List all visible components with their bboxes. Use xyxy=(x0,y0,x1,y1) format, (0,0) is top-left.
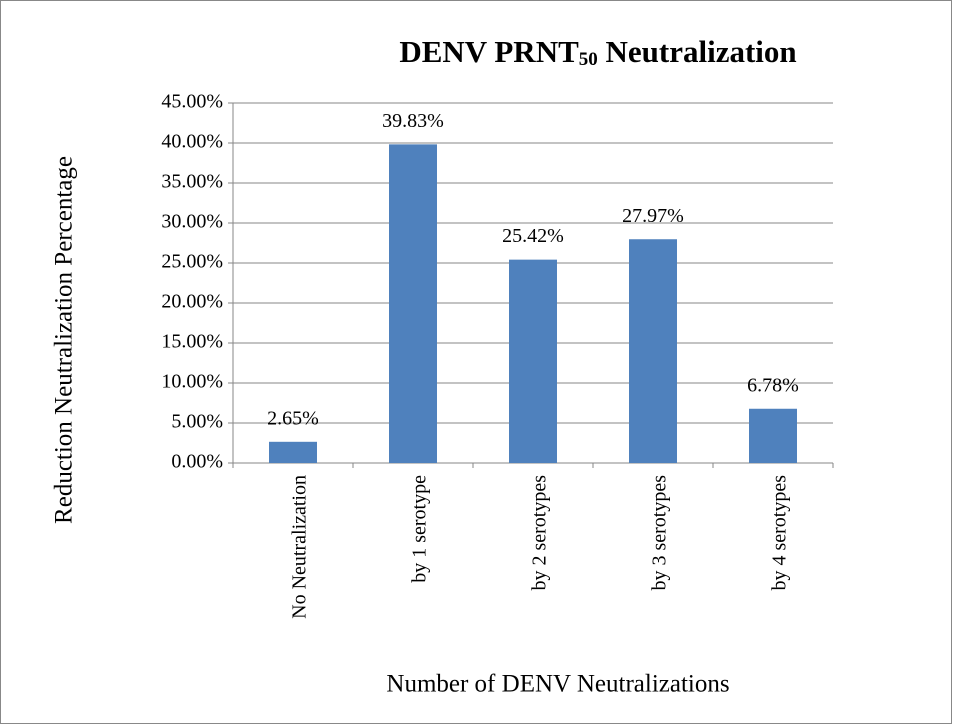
y-tick-label: 25.00% xyxy=(161,251,223,273)
y-tick-label: 35.00% xyxy=(161,171,223,193)
y-tick-label: 15.00% xyxy=(161,331,223,353)
data-label: 6.78% xyxy=(747,374,799,396)
data-label: 39.83% xyxy=(382,110,444,132)
x-tick-label: by 2 serotypes xyxy=(529,475,551,591)
bar xyxy=(749,408,797,463)
data-label: 25.42% xyxy=(502,225,564,247)
y-tick-label: 40.00% xyxy=(161,131,223,153)
x-tick-label: No Neutralization xyxy=(289,475,311,619)
y-tick-label: 30.00% xyxy=(161,211,223,233)
y-tick-label: 5.00% xyxy=(171,411,223,433)
x-tick-label: by 4 serotypes xyxy=(769,475,791,591)
chart-title: DENV PRNT50 Neutralization xyxy=(399,34,796,70)
data-label: 2.65% xyxy=(267,407,319,429)
x-tick-label: by 3 serotypes xyxy=(649,475,671,591)
bar xyxy=(389,144,437,464)
bar xyxy=(269,441,317,463)
bar xyxy=(629,239,677,463)
y-tick-label: 20.00% xyxy=(161,291,223,313)
y-tick-label: 10.00% xyxy=(161,371,223,393)
bar xyxy=(509,259,557,463)
y-axis-title: Reduction Neutralization Percentage xyxy=(51,156,78,524)
x-tick-label: by 1 serotype xyxy=(409,475,431,583)
data-label: 27.97% xyxy=(622,205,684,227)
y-tick-label: 0.00% xyxy=(171,451,223,473)
y-tick-label: 45.00% xyxy=(161,91,223,113)
x-axis-title: Number of DENV Neutralizations xyxy=(386,671,729,698)
